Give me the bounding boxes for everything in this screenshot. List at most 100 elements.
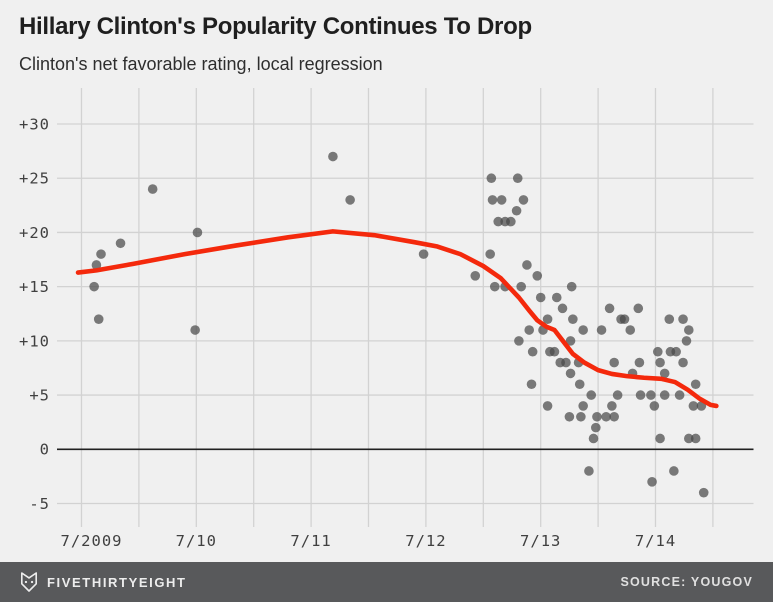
data-point (592, 411, 602, 422)
fivethirtyeight-fox-icon (20, 572, 38, 592)
data-point (115, 238, 126, 249)
data-point (574, 379, 585, 390)
data-point (190, 325, 200, 335)
data-point (568, 314, 578, 324)
data-point (664, 314, 675, 324)
data-point (659, 368, 670, 379)
data-point (578, 401, 588, 411)
x-tick-label: 7/2009 (61, 532, 123, 550)
data-point (565, 368, 576, 379)
data-point (607, 401, 617, 411)
x-tick-label: 7/13 (520, 532, 561, 550)
y-tick-label: +20 (19, 224, 50, 242)
data-point (345, 195, 355, 205)
data-point (522, 260, 532, 270)
data-point (634, 357, 645, 368)
data-point (542, 314, 553, 324)
data-point (493, 216, 504, 227)
data-point (506, 216, 516, 227)
data-point (524, 325, 535, 335)
data-point (418, 249, 429, 259)
data-point (609, 357, 619, 368)
data-point (487, 195, 498, 205)
data-point (612, 390, 623, 400)
trend-line (75, 229, 719, 409)
data-point (588, 433, 599, 444)
data-point (514, 336, 524, 346)
data-point (96, 249, 106, 259)
y-tick-label: +5 (29, 387, 50, 405)
data-point (566, 281, 577, 292)
data-point (625, 325, 636, 335)
data-point (690, 379, 701, 390)
data-point (584, 466, 594, 476)
y-tick-label: +15 (19, 278, 50, 296)
data-point (549, 346, 560, 357)
page-title: Hillary Clinton's Popularity Continues T… (19, 13, 532, 40)
data-point (192, 227, 203, 238)
x-tick-label: 7/14 (635, 532, 676, 550)
data-point (681, 336, 692, 346)
data-point (328, 151, 338, 162)
data-point (532, 271, 543, 281)
data-point (688, 401, 699, 411)
data-point (526, 379, 537, 390)
data-point (674, 390, 685, 400)
data-point (596, 325, 607, 335)
data-point (89, 281, 99, 292)
y-tick-label: +25 (19, 170, 50, 188)
data-point (690, 433, 701, 444)
page-subtitle: Clinton's net favorable rating, local re… (19, 54, 383, 74)
data-point (647, 477, 657, 487)
data-point (578, 325, 588, 335)
data-point (147, 184, 158, 194)
data-point (485, 249, 495, 259)
data-point (609, 411, 619, 422)
data-point (652, 346, 663, 357)
data-point (678, 314, 688, 324)
data-point (565, 336, 576, 346)
data-point (669, 466, 679, 476)
data-point (646, 390, 656, 400)
data-point (683, 325, 694, 335)
data-point (486, 173, 497, 184)
data-point (698, 487, 709, 498)
data-point (551, 292, 562, 303)
x-tick-label: 7/11 (290, 532, 331, 550)
y-tick-label: +10 (19, 332, 50, 350)
data-point (470, 271, 481, 281)
footer-source: SOURCE: YOUGOV (620, 575, 753, 589)
y-tick-label: +30 (19, 115, 50, 133)
data-point (635, 390, 646, 400)
data-point (93, 314, 104, 324)
data-point (586, 390, 597, 400)
data-point (649, 401, 660, 411)
data-point (561, 357, 571, 368)
data-point (564, 411, 575, 422)
data-point (527, 346, 538, 357)
data-point (601, 411, 611, 422)
data-point (591, 422, 601, 433)
data-point (655, 433, 665, 444)
data-point (489, 281, 500, 292)
data-point (542, 401, 553, 411)
data-point (619, 314, 630, 324)
data-point (91, 260, 102, 270)
data-point (678, 357, 688, 368)
data-point (683, 433, 694, 444)
data-point (633, 303, 644, 314)
data-point (516, 281, 526, 292)
x-tick-label: 7/12 (405, 532, 446, 550)
data-point (511, 205, 522, 216)
data-point (604, 303, 615, 314)
data-point (535, 292, 546, 303)
data-point (557, 303, 568, 314)
y-tick-label: 0 (40, 441, 50, 459)
data-point (655, 357, 665, 368)
data-point (512, 173, 523, 184)
data-point (518, 195, 529, 205)
footer-bar: FIVETHIRTYEIGHT SOURCE: YOUGOV (0, 562, 773, 602)
data-point (659, 390, 670, 400)
